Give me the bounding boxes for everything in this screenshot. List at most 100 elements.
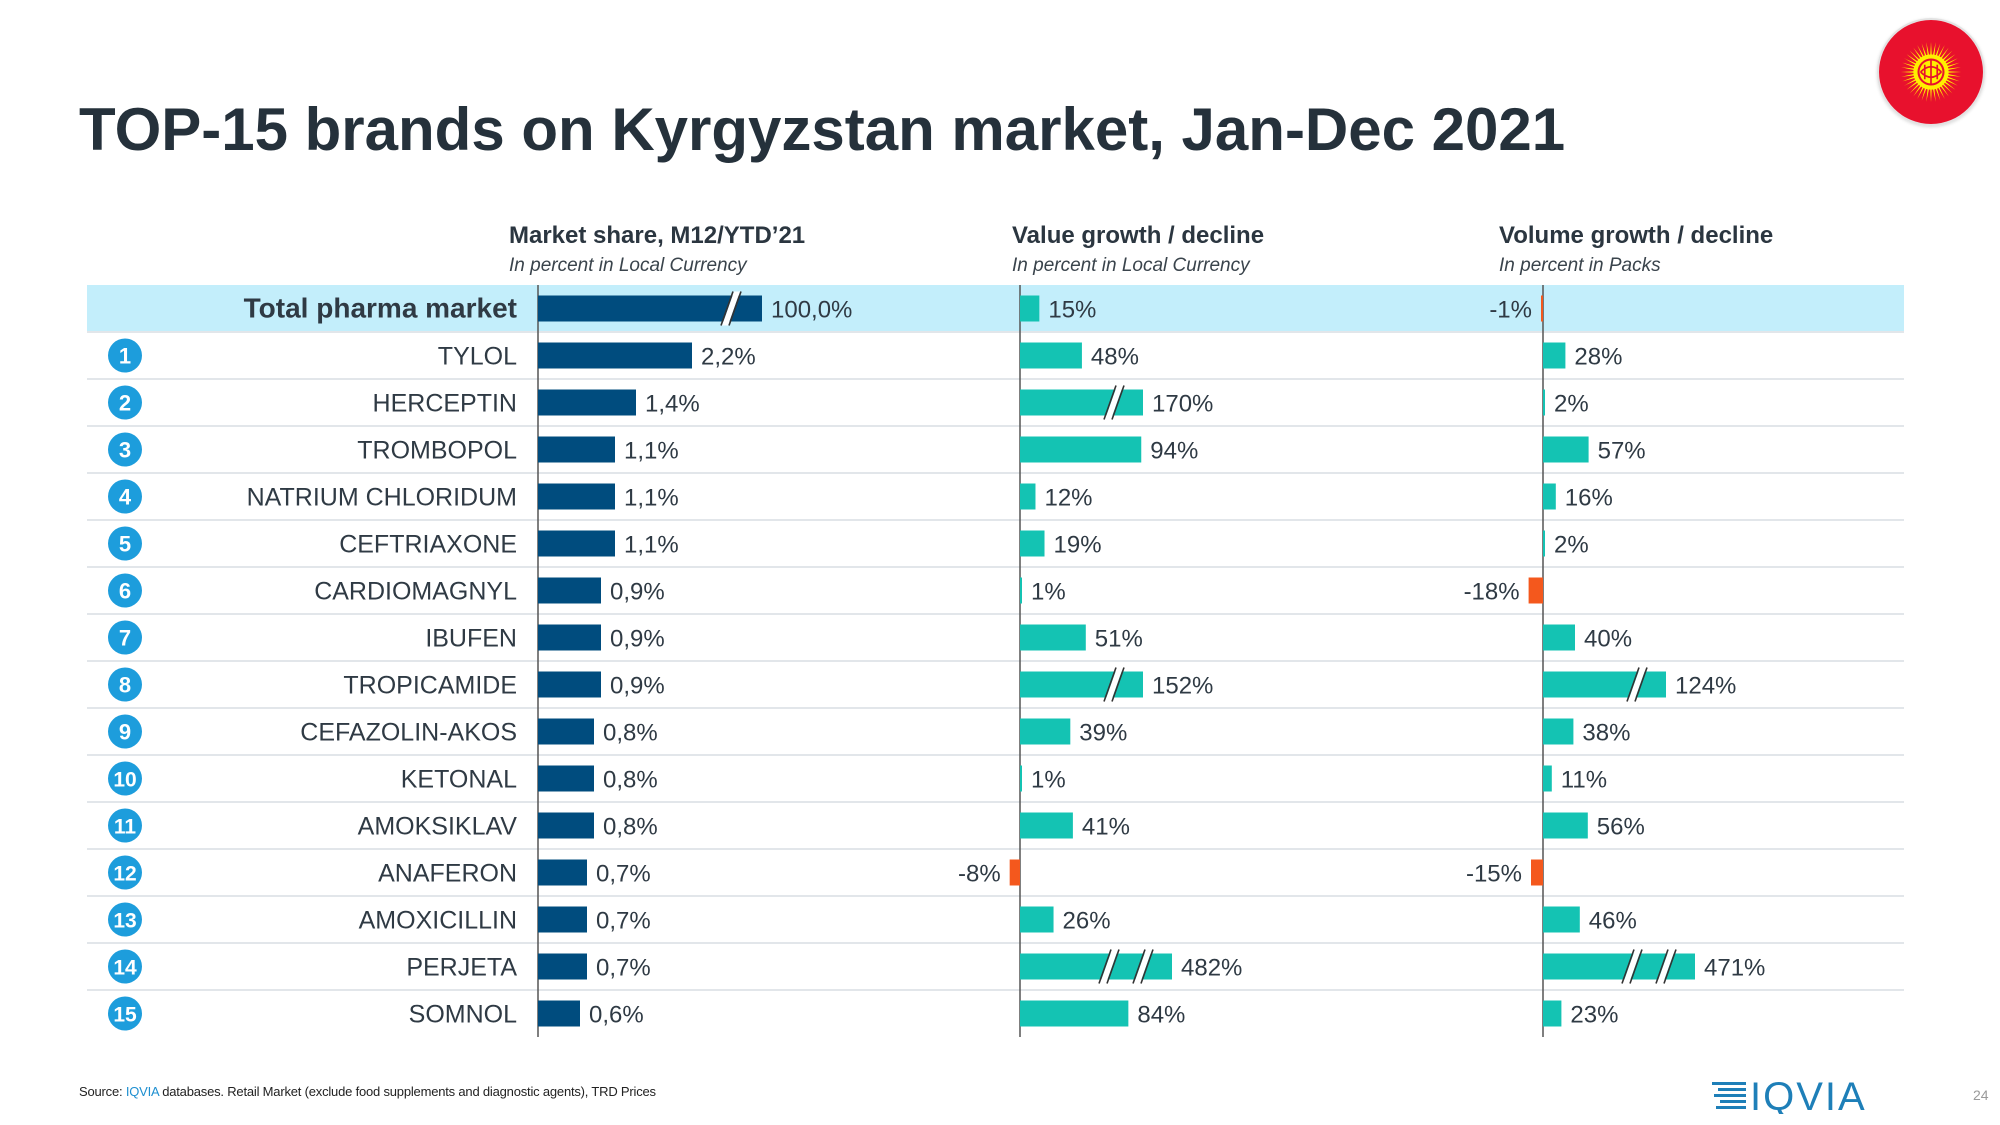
flag-sun-ray	[1944, 54, 1956, 63]
volume-growth-label: -1%	[1489, 297, 1532, 324]
rank-number: 3	[119, 438, 131, 463]
brand-label: KETONAL	[401, 766, 517, 794]
value-growth-header-subtitle: In percent in Local Currency	[1012, 255, 1250, 276]
volume-growth-bar	[1543, 483, 1556, 510]
flag-sun-ray	[1921, 43, 1927, 57]
flag-sun-ray	[1904, 78, 1917, 86]
volume-growth-bar	[1543, 530, 1545, 557]
value-growth-bar	[1020, 812, 1073, 839]
rank-badge	[108, 714, 142, 749]
flag-sun-ray	[1947, 71, 1962, 73]
market-share-label: 1,4%	[645, 391, 700, 418]
volume-growth-break-mark	[1663, 949, 1677, 984]
volume-growth-header: Volume growth / decline In percent in Pa…	[1499, 222, 1773, 277]
market-share-label: 0,6%	[589, 1002, 644, 1029]
flag-sun-ray	[1930, 41, 1932, 56]
flag-sun-ray	[1909, 83, 1920, 94]
flag-sun-ray	[1935, 43, 1941, 57]
rank-badge	[108, 526, 142, 561]
page-number: 24	[1973, 1087, 1989, 1103]
rank-number: 5	[119, 532, 131, 557]
flag-sun-ray	[1945, 58, 1958, 66]
total-row-label: Total pharma market	[244, 293, 517, 324]
value-growth-label: 39%	[1079, 720, 1127, 747]
rank-number: 7	[119, 626, 131, 651]
brand-label: HERCEPTIN	[373, 390, 517, 418]
value-growth-break-gap	[1100, 949, 1118, 984]
volume-growth-decline-bar	[1541, 295, 1543, 322]
value-growth-bar	[1020, 389, 1143, 416]
page-title: TOP-15 brands on Kyrgyzstan market, Jan-…	[79, 96, 1566, 163]
volume-growth-bar	[1543, 1000, 1562, 1027]
volume-growth-bar	[1543, 718, 1574, 745]
value-growth-bar	[1020, 1000, 1129, 1027]
value-growth-break-gap	[1134, 949, 1152, 984]
brand-label: TYLOL	[438, 343, 517, 371]
value-growth-break-mark	[1098, 949, 1112, 984]
value-growth-break-mark	[1103, 385, 1117, 420]
market-share-label: 100,0%	[771, 297, 852, 324]
value-growth-bar	[1020, 530, 1045, 557]
market-share-bar	[538, 671, 601, 698]
volume-growth-break-mark	[1629, 949, 1643, 984]
rank-badge	[108, 432, 142, 467]
flag-sun-ray	[1904, 58, 1917, 66]
market-share-bar	[538, 718, 594, 745]
flag-sun-ray	[1913, 47, 1922, 59]
rank-badge	[108, 338, 142, 373]
value-growth-break-mark	[1140, 949, 1154, 984]
brand-label: SOMNOL	[409, 1001, 517, 1029]
market-share-bar	[538, 906, 587, 933]
value-growth-bar	[1020, 718, 1071, 745]
flag-sun-ray	[1921, 87, 1927, 101]
brand-label: CEFTRIAXONE	[339, 531, 517, 559]
rank-number: 9	[119, 720, 131, 745]
rank-number: 1	[119, 344, 131, 369]
rank-badge	[108, 949, 142, 984]
value-growth-break-mark	[1111, 667, 1125, 702]
value-growth-label: 19%	[1054, 532, 1102, 559]
source-footnote: Source: IQVIA databases. Retail Market (…	[79, 1084, 656, 1099]
flag-sun-ray	[1909, 50, 1920, 61]
source-rest: databases. Retail Market (exclude food s…	[158, 1084, 656, 1099]
flag-sun-ray	[1946, 76, 1960, 82]
market-share-bar	[538, 812, 594, 839]
rank-badge	[108, 620, 142, 655]
value-growth-break-mark	[1103, 667, 1117, 702]
value-growth-break-gap	[1105, 667, 1123, 702]
brand-label: ANAFERON	[378, 860, 517, 888]
volume-growth-label: 57%	[1598, 438, 1646, 465]
market-share-label: 1,1%	[624, 532, 679, 559]
flag-sun-ray	[1945, 78, 1958, 86]
flag-sun-ray	[1930, 88, 1932, 103]
flag-sun-ray	[1946, 62, 1960, 68]
market-share-break-mark	[728, 291, 742, 326]
value-growth-label: 26%	[1063, 908, 1111, 935]
value-growth-decline-bar	[1009, 859, 1020, 886]
value-growth-break-mark	[1132, 949, 1146, 984]
market-share-bar	[538, 483, 615, 510]
kyrgyzstan-flag-icon	[1877, 18, 1985, 126]
value-growth-label: 1%	[1031, 767, 1066, 794]
value-growth-label: 41%	[1082, 814, 1130, 841]
volume-growth-bar	[1543, 389, 1545, 416]
volume-growth-break-gap	[1657, 949, 1675, 984]
value-growth-bar	[1020, 342, 1082, 369]
market-share-header-subtitle: In percent in Local Currency	[509, 255, 747, 276]
flag-sun-ray	[1902, 62, 1916, 68]
value-growth-header: Value growth / decline In percent in Loc…	[1012, 222, 1264, 277]
rank-number: 10	[113, 769, 136, 792]
flag-sun-ray	[1926, 88, 1930, 102]
volume-growth-header-title: Volume growth / decline	[1499, 222, 1774, 249]
volume-growth-label: 16%	[1565, 485, 1613, 512]
volume-growth-label: 124%	[1675, 673, 1736, 700]
market-share-bar	[538, 859, 587, 886]
value-growth-break-mark	[1111, 385, 1125, 420]
volume-growth-break-mark	[1621, 949, 1635, 984]
flag-sun-ray	[1906, 81, 1918, 90]
rank-number: 4	[119, 485, 132, 510]
volume-growth-bar	[1543, 342, 1566, 369]
value-growth-bar	[1020, 671, 1143, 698]
volume-growth-label: 40%	[1584, 626, 1632, 653]
